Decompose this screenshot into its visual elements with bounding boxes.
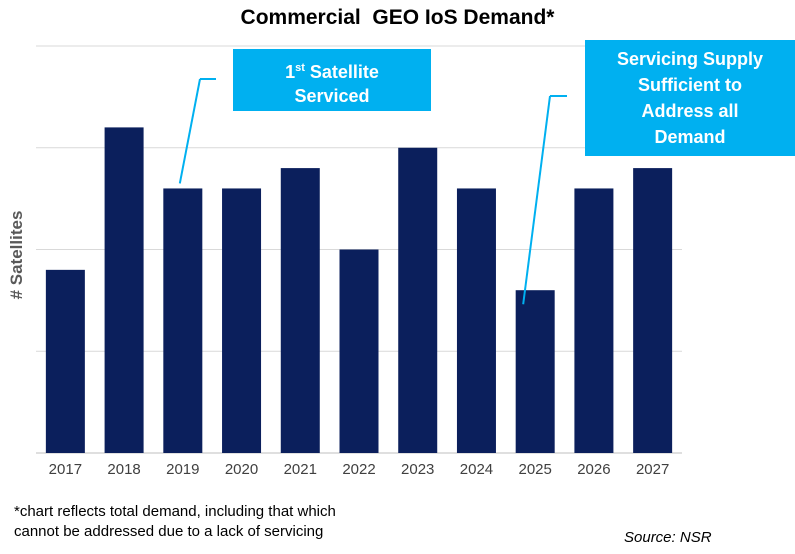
- bar-2026: [574, 188, 614, 453]
- callout-leader-line-2019: [178, 78, 201, 184]
- footnote: *chart reflects total demand, including …: [14, 502, 336, 542]
- tick-label-2018: 2018: [107, 461, 140, 478]
- callout-supply-line2: Sufficient to: [638, 75, 742, 95]
- tick-label-2019: 2019: [166, 461, 199, 478]
- tick-label-2024: 2024: [460, 461, 493, 478]
- footnote-line2: cannot be addressed due to a lack of ser…: [14, 523, 324, 540]
- callout-leader-line-2025: [522, 95, 551, 305]
- chart-title: Commercial GEO IoS Demand*: [240, 6, 555, 29]
- tick-label-2021: 2021: [284, 461, 317, 478]
- bars: [45, 127, 673, 454]
- tick-label-2026: 2026: [577, 461, 610, 478]
- callout-supply-line3: Address all: [641, 101, 739, 121]
- x-tick-labels: 2017 2018 2019 2020 2021 2022 2023 2024 2025 2026…: [49, 461, 670, 478]
- callout-supply-sufficient: Servicing Supply Sufficient to Address a…: [585, 40, 795, 156]
- bar-2020: [222, 188, 262, 453]
- tick-label-2027: 2027: [636, 461, 669, 478]
- bar-2019: [163, 188, 203, 453]
- bar-2027: [633, 168, 673, 453]
- callout-first-serviced-line2: Serviced: [294, 86, 370, 106]
- bar-2024: [456, 188, 496, 453]
- tick-label-2022: 2022: [342, 461, 375, 478]
- bar-2022: [339, 249, 379, 453]
- footnote-line1: *chart reflects total demand, including …: [14, 503, 336, 520]
- callout-supply-line1: Servicing Supply: [616, 49, 764, 69]
- bar-2021: [280, 168, 320, 453]
- tick-label-2020: 2020: [225, 461, 258, 478]
- callout-first-serviced-line1: 1st Satellite: [285, 62, 379, 82]
- bar-chart: 2017 2018 2019 2020 2021 2022 2023 2024 2025 2026…: [36, 45, 682, 478]
- tick-label-2017: 2017: [49, 461, 82, 478]
- bar-2017: [45, 269, 85, 453]
- source-note: Source: NSR: [624, 529, 712, 546]
- callout-first-serviced: 1st Satellite Serviced: [233, 49, 431, 111]
- tick-label-2023: 2023: [401, 461, 434, 478]
- bar-2025: [515, 290, 555, 453]
- callout-supply-line4: Demand: [654, 127, 726, 147]
- y-axis-label-text: # Satellites: [7, 210, 26, 300]
- bar-2018: [104, 127, 144, 454]
- tick-label-2025: 2025: [518, 461, 551, 478]
- bar-2023: [398, 147, 438, 453]
